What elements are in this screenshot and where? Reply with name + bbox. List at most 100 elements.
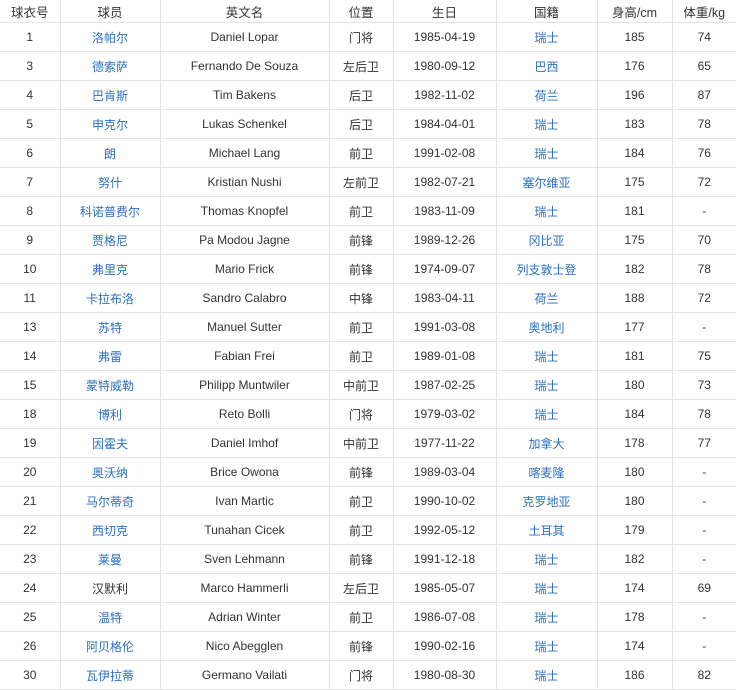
table-row: 24 汉默利 Marco Hammerli 左后卫 1985-05-07 瑞士 174 69 — [0, 573, 736, 603]
nationality-link[interactable]: 喀麦隆 — [528, 465, 565, 480]
weight: 78 — [697, 262, 711, 276]
nationality-link[interactable]: 瑞士 — [534, 117, 559, 132]
player-name-link[interactable]: 博利 — [97, 407, 122, 422]
player-name-link[interactable]: 弗雷 — [97, 349, 122, 364]
nationality-link[interactable]: 瑞士 — [534, 581, 559, 596]
player-name-link[interactable]: 朗 — [103, 146, 116, 161]
player-name-link[interactable]: 德索萨 — [91, 59, 128, 74]
height-cell: 180 — [596, 486, 673, 516]
height-cell: 181 — [596, 196, 673, 226]
nationality-link[interactable]: 荷兰 — [534, 291, 559, 306]
player-name-link[interactable]: 苏特 — [97, 320, 122, 335]
player-name-link[interactable]: 申克尔 — [91, 117, 128, 132]
jersey-number: 14 — [23, 349, 37, 363]
birthday-cell: 1989-01-08 — [392, 341, 497, 371]
weight-cell: - — [671, 631, 736, 661]
nationality-link[interactable]: 加拿大 — [528, 436, 565, 451]
weight-cell: 78 — [671, 399, 736, 429]
player-name-link[interactable]: 卡拉布洛 — [85, 291, 134, 306]
nationality-link[interactable]: 瑞士 — [534, 204, 559, 219]
birthday-cell: 1990-10-02 — [392, 486, 497, 516]
nationality-link[interactable]: 荷兰 — [534, 88, 559, 103]
player-name-link[interactable]: 莱曼 — [97, 552, 122, 567]
player-name-link[interactable]: 奥沃纳 — [91, 465, 128, 480]
player-name-link[interactable]: 瓦伊拉蒂 — [85, 668, 134, 683]
birthday-cell: 1983-04-11 — [392, 283, 497, 313]
nationality-link[interactable]: 瑞士 — [534, 349, 559, 364]
nationality-link[interactable]: 瑞士 — [534, 378, 559, 393]
position-cell: 前卫 — [328, 196, 394, 226]
header-number: 球衣号 — [0, 0, 61, 23]
position: 前锋 — [348, 233, 373, 248]
height: 174 — [624, 639, 645, 653]
player-name-link[interactable]: 贾格尼 — [91, 233, 128, 248]
player-name-link[interactable]: 因霍夫 — [91, 436, 128, 451]
player-name-link[interactable]: 科诺普费尔 — [79, 204, 140, 219]
jersey-number-cell: 15 — [0, 370, 61, 400]
nationality-link[interactable]: 瑞士 — [534, 407, 559, 422]
player-name-link[interactable]: 弗里克 — [91, 262, 128, 277]
position-cell: 中前卫 — [328, 428, 394, 458]
jersey-number-cell: 25 — [0, 602, 61, 632]
nationality-link[interactable]: 瑞士 — [534, 668, 559, 683]
weight-cell: - — [671, 544, 736, 574]
nationality-cell: 土耳其 — [495, 515, 598, 545]
birthday-cell: 1980-08-30 — [392, 660, 497, 690]
weight: 78 — [697, 117, 711, 131]
nationality-link[interactable]: 瑞士 — [534, 146, 559, 161]
position: 前锋 — [348, 639, 373, 654]
english-name-cell: Fabian Frei — [159, 341, 330, 371]
table-row: 3 德索萨 Fernando De Souza 左后卫 1980-09-12 巴西 176 6… — [0, 51, 736, 81]
nationality-link[interactable]: 冈比亚 — [528, 233, 565, 248]
nationality-link[interactable]: 瑞士 — [534, 639, 559, 654]
player-name-link[interactable]: 西切克 — [91, 523, 128, 538]
birthday: 1987-02-25 — [413, 378, 476, 392]
nationality-link[interactable]: 土耳其 — [528, 523, 565, 538]
table-row: 6 朗 Michael Lang 前卫 1991-02-08 瑞士 184 76 — [0, 138, 736, 168]
player-name-link[interactable]: 马尔蒂奇 — [85, 494, 134, 509]
position-cell: 前卫 — [328, 602, 394, 632]
player-name-link[interactable]: 努什 — [97, 175, 122, 190]
position: 前卫 — [348, 204, 373, 219]
jersey-number-cell: 1 — [0, 22, 61, 52]
birthday-cell: 1979-03-02 — [392, 399, 497, 429]
nationality-link[interactable]: 瑞士 — [534, 30, 559, 45]
header-birthday: 生日 — [392, 0, 497, 23]
nationality-link[interactable]: 克罗地亚 — [522, 494, 571, 509]
position-cell: 左后卫 — [328, 51, 394, 81]
position: 前锋 — [348, 262, 373, 277]
english-name-cell: Philipp Muntwiler — [159, 370, 330, 400]
height-cell: 181 — [596, 341, 673, 371]
table-row: 5 申克尔 Lukas Schenkel 后卫 1984-04-01 瑞士 183 78 — [0, 109, 736, 139]
position: 左后卫 — [342, 581, 379, 596]
nationality-link[interactable]: 奥地利 — [528, 320, 565, 335]
english-name-cell: Michael Lang — [159, 138, 330, 168]
nationality-link[interactable]: 瑞士 — [534, 552, 559, 567]
nationality-cell: 瑞士 — [495, 138, 598, 168]
position: 后卫 — [348, 117, 373, 132]
nationality-link[interactable]: 巴西 — [534, 59, 559, 74]
header-nationality: 国籍 — [495, 0, 598, 23]
jersey-number: 13 — [23, 320, 37, 334]
weight-cell: - — [671, 196, 736, 226]
table-row: 15 蒙特威勒 Philipp Muntwiler 中前卫 1987-02-25 瑞士 18… — [0, 370, 736, 400]
table-row: 21 马尔蒂奇 Ivan Martic 前卫 1990-10-02 克罗地亚 180 - — [0, 486, 736, 516]
nationality-link[interactable]: 瑞士 — [534, 610, 559, 625]
height: 180 — [624, 494, 645, 508]
nationality-cell: 瑞士 — [495, 660, 598, 690]
player-name-link[interactable]: 洛帕尔 — [91, 30, 128, 45]
nationality-link[interactable]: 塞尔维亚 — [522, 175, 571, 190]
position: 后卫 — [348, 88, 373, 103]
nationality-cell: 荷兰 — [495, 283, 598, 313]
birthday: 1989-03-04 — [413, 465, 476, 479]
player-name-link[interactable]: 蒙特威勒 — [85, 378, 134, 393]
position: 门将 — [348, 407, 373, 422]
weight: 69 — [697, 581, 711, 595]
player-name-link[interactable]: 巴肯斯 — [91, 88, 128, 103]
player-name-link[interactable]: 温特 — [97, 610, 122, 625]
player-name-link[interactable]: 阿贝格伦 — [85, 639, 134, 654]
nationality-link[interactable]: 列支敦士登 — [516, 262, 577, 277]
table-row: 30 瓦伊拉蒂 Germano Vailati 门将 1980-08-30 瑞士 186 82 — [0, 660, 736, 690]
nationality-cell: 瑞士 — [495, 341, 598, 371]
nationality-cell: 瑞士 — [495, 370, 598, 400]
